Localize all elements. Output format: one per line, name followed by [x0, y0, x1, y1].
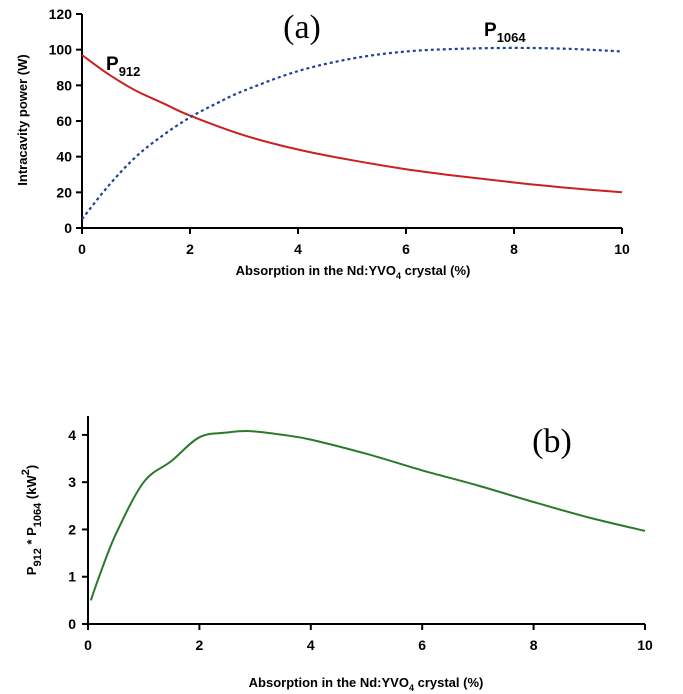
series-label-p912: P912	[106, 54, 140, 79]
panel-a: 0 2 4 6 8 10 0 20 40 60 80 100 120 (a) P912 P1064 I…	[15, 6, 630, 281]
panel-b-x-tick-labels: 0 2 4 6 8 10	[84, 637, 653, 653]
y-tick-label: 0	[68, 616, 76, 632]
y-tick-label: 40	[56, 149, 72, 165]
x-tick-label: 10	[637, 637, 653, 653]
panel-a-series-group	[81, 46, 623, 220]
panel-b-x-axis-label: Absorption in the Nd:YVO4 crystal (%)	[249, 675, 484, 693]
x-tick-label: 2	[196, 637, 204, 653]
series-label-p1064: P1064	[484, 20, 526, 45]
x-tick-label: 0	[78, 241, 86, 257]
x-tick-label: 2	[186, 241, 194, 257]
panel-a-x-tick-labels: 0 2 4 6 8 10	[78, 241, 630, 257]
x-tick-label: 8	[510, 241, 518, 257]
y-tick-label: 60	[56, 113, 72, 129]
panel-b-label: (b)	[532, 423, 572, 460]
panel-b-y-axis-label: P912 * P1064 (kW2)	[20, 465, 44, 575]
x-tick-label: 10	[614, 241, 630, 257]
panel-a-ticks	[76, 13, 623, 234]
y-tick-label: 120	[49, 6, 73, 22]
y-tick-label: 20	[56, 184, 72, 200]
y-tick-label: 2	[68, 521, 76, 537]
y-tick-label: 100	[49, 42, 73, 58]
panel-b-y-tick-labels: 0 1 2 3 4	[68, 427, 76, 632]
series-line-b-0	[89, 430, 646, 601]
x-tick-label: 8	[530, 637, 538, 653]
x-tick-label: 6	[418, 637, 426, 653]
panel-a-y-tick-labels: 0 20 40 60 80 100 120	[49, 6, 73, 236]
panel-b: 0 2 4 6 8 10 0 1 2 3 4 (b) P912 * P1064 (kW2) Abs…	[20, 416, 653, 693]
x-tick-label: 4	[307, 637, 315, 653]
panel-a-y-axis-label: Intracavity power (W)	[15, 54, 30, 185]
series-line-a-1	[81, 46, 623, 220]
panel-a-x-axis-label: Absorption in the Nd:YVO4 crystal (%)	[236, 263, 471, 281]
y-tick-label: 80	[56, 77, 72, 93]
x-tick-label: 0	[84, 637, 92, 653]
y-tick-label: 1	[68, 569, 76, 585]
x-tick-label: 6	[402, 241, 410, 257]
series-line-a-0	[81, 54, 623, 194]
panel-b-series-group	[89, 430, 646, 601]
y-tick-label: 4	[68, 427, 76, 443]
y-tick-label: 3	[68, 474, 76, 490]
x-tick-label: 4	[294, 241, 302, 257]
y-tick-label: 0	[64, 220, 72, 236]
panel-a-label: (a)	[283, 9, 321, 46]
